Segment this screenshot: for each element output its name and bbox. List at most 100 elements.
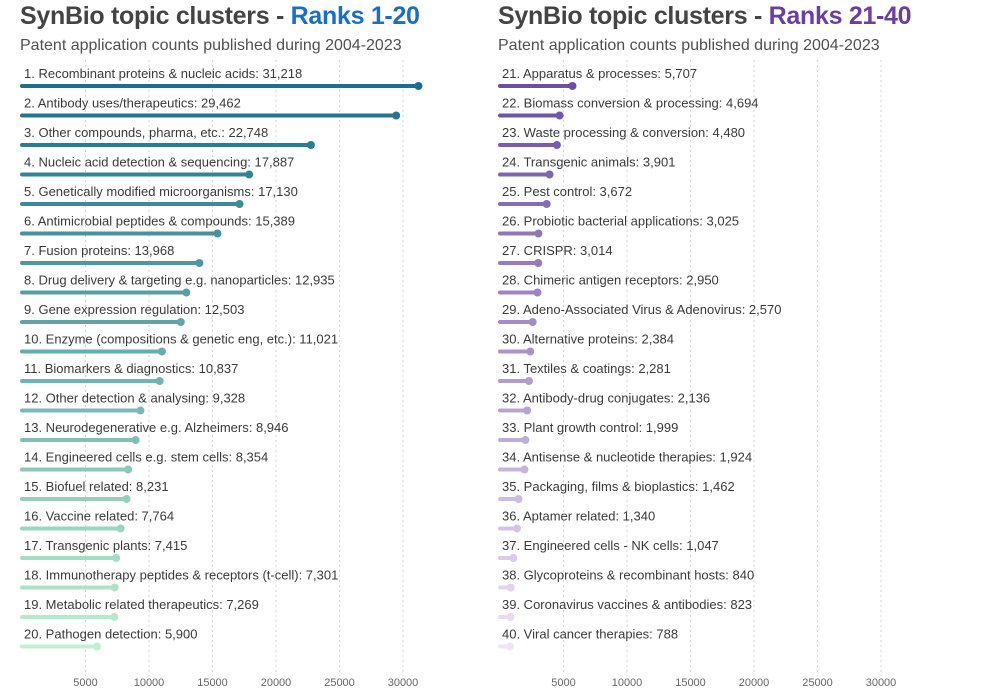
lollipop-point bbox=[112, 554, 121, 562]
lollipop-point bbox=[157, 347, 166, 356]
category-label: 11. Biomarkers & diagnostics: 10,837 bbox=[24, 361, 238, 376]
lollipop-point bbox=[524, 377, 533, 385]
lollipop-point bbox=[521, 436, 530, 444]
category-label: 14. Engineered cells e.g. stem cells: 8,… bbox=[24, 450, 268, 465]
category-label: 18. Immunotherapy peptides & receptors (… bbox=[24, 568, 338, 583]
lollipop-chart-ranks-21-40: 5000 10000 15000 20000 25000 30000 21. Apparat… bbox=[498, 60, 897, 689]
category-label: 22. Biomass conversion & processing: 4,6… bbox=[502, 96, 759, 111]
chart-panel-ranks-21-40: SynBio topic clusters - Ranks 21-40 Pate… bbox=[498, 0, 978, 700]
category-label: 32. Antibody-drug conjugates: 2,136 bbox=[502, 391, 710, 406]
lollipop-point bbox=[526, 347, 535, 356]
chart-panel-ranks-1-20: SynBio topic clusters - Ranks 1-20 Paten… bbox=[20, 0, 500, 700]
category-label: 38. Glycoproteins & recombinant hosts: 8… bbox=[502, 568, 754, 583]
lollipop-point bbox=[545, 170, 554, 179]
x-tick-label: 20000 bbox=[261, 677, 292, 689]
lollipop-point bbox=[131, 436, 140, 444]
category-label: 20. Pathogen detection: 5,900 bbox=[24, 627, 197, 642]
x-tick-label: 15000 bbox=[675, 677, 706, 689]
lollipop-point bbox=[122, 495, 131, 503]
lollipop-point bbox=[506, 642, 515, 651]
x-tick-label: 5000 bbox=[551, 677, 575, 689]
lollipop-point bbox=[136, 406, 145, 415]
chart-title-highlight: Ranks 1-20 bbox=[290, 2, 420, 30]
lollipop-point bbox=[520, 465, 529, 474]
category-label: 27. CRISPR: 3,014 bbox=[502, 243, 613, 258]
category-label: 7. Fusion proteins: 13,968 bbox=[24, 243, 174, 258]
category-label: 6. Antimicrobial peptides & compounds: 1… bbox=[24, 214, 295, 229]
lollipop-point bbox=[110, 613, 119, 621]
x-tick-label: 15000 bbox=[197, 677, 228, 689]
category-label: 1. Recombinant proteins & nucleic acids:… bbox=[24, 66, 302, 81]
lollipop-chart-ranks-1-20: 5000 10000 15000 20000 25000 30000 1. Recombin… bbox=[20, 60, 423, 689]
lollipop-point bbox=[534, 259, 543, 267]
lollipop-point bbox=[542, 200, 551, 208]
lollipop-point bbox=[116, 524, 125, 533]
category-label: 28. Chimeric antigen receptors: 2,950 bbox=[502, 273, 719, 288]
lollipop-point bbox=[509, 554, 518, 562]
category-label: 3. Other compounds, pharma, etc.: 22,748 bbox=[24, 125, 268, 140]
lollipop-point bbox=[245, 170, 254, 179]
category-label: 21. Apparatus & processes: 5,707 bbox=[502, 66, 697, 81]
chart-title-prefix: SynBio topic clusters - bbox=[20, 2, 291, 30]
lollipop-point bbox=[514, 495, 523, 503]
lollipop-point bbox=[213, 229, 222, 238]
category-label: 17. Transgenic plants: 7,415 bbox=[24, 538, 187, 553]
chart-title-prefix: SynBio topic clusters - bbox=[498, 2, 769, 30]
x-tick-label: 30000 bbox=[866, 677, 897, 689]
category-label: 30. Alternative proteins: 2,384 bbox=[502, 332, 674, 347]
category-label: 33. Plant growth control: 1,999 bbox=[502, 420, 678, 435]
lollipop-point bbox=[555, 111, 564, 120]
category-label: 15. Biofuel related: 8,231 bbox=[24, 479, 169, 494]
lollipop-point bbox=[552, 141, 561, 149]
category-label: 12. Other detection & analysing: 9,328 bbox=[24, 391, 245, 406]
lollipop-point bbox=[124, 465, 133, 474]
lollipop-point bbox=[195, 259, 204, 267]
x-tick-label: 10000 bbox=[134, 677, 165, 689]
category-label: 8. Drug delivery & targeting e.g. nanopa… bbox=[24, 273, 335, 288]
x-tick-label: 30000 bbox=[388, 677, 419, 689]
lollipop-point bbox=[176, 318, 185, 326]
category-label: 9. Gene expression regulation: 12,503 bbox=[24, 302, 244, 317]
lollipop-point bbox=[513, 524, 522, 533]
lollipop-point bbox=[414, 82, 423, 90]
x-tick-label: 10000 bbox=[612, 677, 643, 689]
category-label: 19. Metabolic related therapeutics: 7,26… bbox=[24, 597, 259, 612]
lollipop-point bbox=[506, 613, 515, 621]
lollipop-point bbox=[92, 642, 101, 651]
category-label: 23. Waste processing & conversion: 4,480 bbox=[502, 125, 745, 140]
lollipop-point bbox=[534, 229, 543, 238]
category-label: 37. Engineered cells - NK cells: 1,047 bbox=[502, 538, 719, 553]
lollipop-point bbox=[523, 406, 532, 415]
category-label: 25. Pest control: 3,672 bbox=[502, 184, 632, 199]
lollipop-point bbox=[528, 318, 537, 326]
lollipop-point bbox=[182, 288, 191, 297]
category-label: 39. Coronavirus vaccines & antibodies: 8… bbox=[502, 597, 752, 612]
lollipop-point bbox=[392, 111, 401, 120]
lollipop-point bbox=[235, 200, 244, 208]
category-label: 29. Adeno-Associated Virus & Adenovirus:… bbox=[502, 302, 781, 317]
lollipop-point bbox=[568, 82, 577, 90]
category-label: 34. Antisense & nucleotide therapies: 1,… bbox=[502, 450, 752, 465]
chart-title: SynBio topic clusters - Ranks 21-40 bbox=[498, 2, 912, 31]
lollipop-point bbox=[306, 141, 315, 149]
category-label: 36. Aptamer related: 1,340 bbox=[502, 509, 655, 524]
x-tick-label: 20000 bbox=[739, 677, 770, 689]
x-tick-label: 25000 bbox=[802, 677, 833, 689]
category-label: 24. Transgenic animals: 3,901 bbox=[502, 155, 675, 170]
category-label: 35. Packaging, films & bioplastics: 1,46… bbox=[502, 479, 735, 494]
category-label: 4. Nucleic acid detection & sequencing: … bbox=[24, 155, 294, 170]
category-label: 16. Vaccine related: 7,764 bbox=[24, 509, 174, 524]
lollipop-point bbox=[155, 377, 164, 385]
lollipop-point bbox=[533, 288, 542, 297]
category-label: 40. Viral cancer therapies: 788 bbox=[502, 627, 678, 642]
chart-subtitle: Patent application counts published duri… bbox=[498, 37, 880, 54]
category-label: 2. Antibody uses/therapeutics: 29,462 bbox=[24, 96, 241, 111]
category-label: 13. Neurodegenerative e.g. Alzheimers: 8… bbox=[24, 420, 289, 435]
chart-title: SynBio topic clusters - Ranks 1-20 bbox=[20, 2, 420, 31]
x-tick-label: 25000 bbox=[324, 677, 355, 689]
lollipop-point bbox=[110, 583, 119, 592]
x-tick-label: 5000 bbox=[73, 677, 97, 689]
category-label: 5. Genetically modified microorganisms: … bbox=[24, 184, 298, 199]
category-label: 26. Probiotic bacterial applications: 3,… bbox=[502, 214, 739, 229]
category-label: 10. Enzyme (compositions & genetic eng, … bbox=[24, 332, 338, 347]
